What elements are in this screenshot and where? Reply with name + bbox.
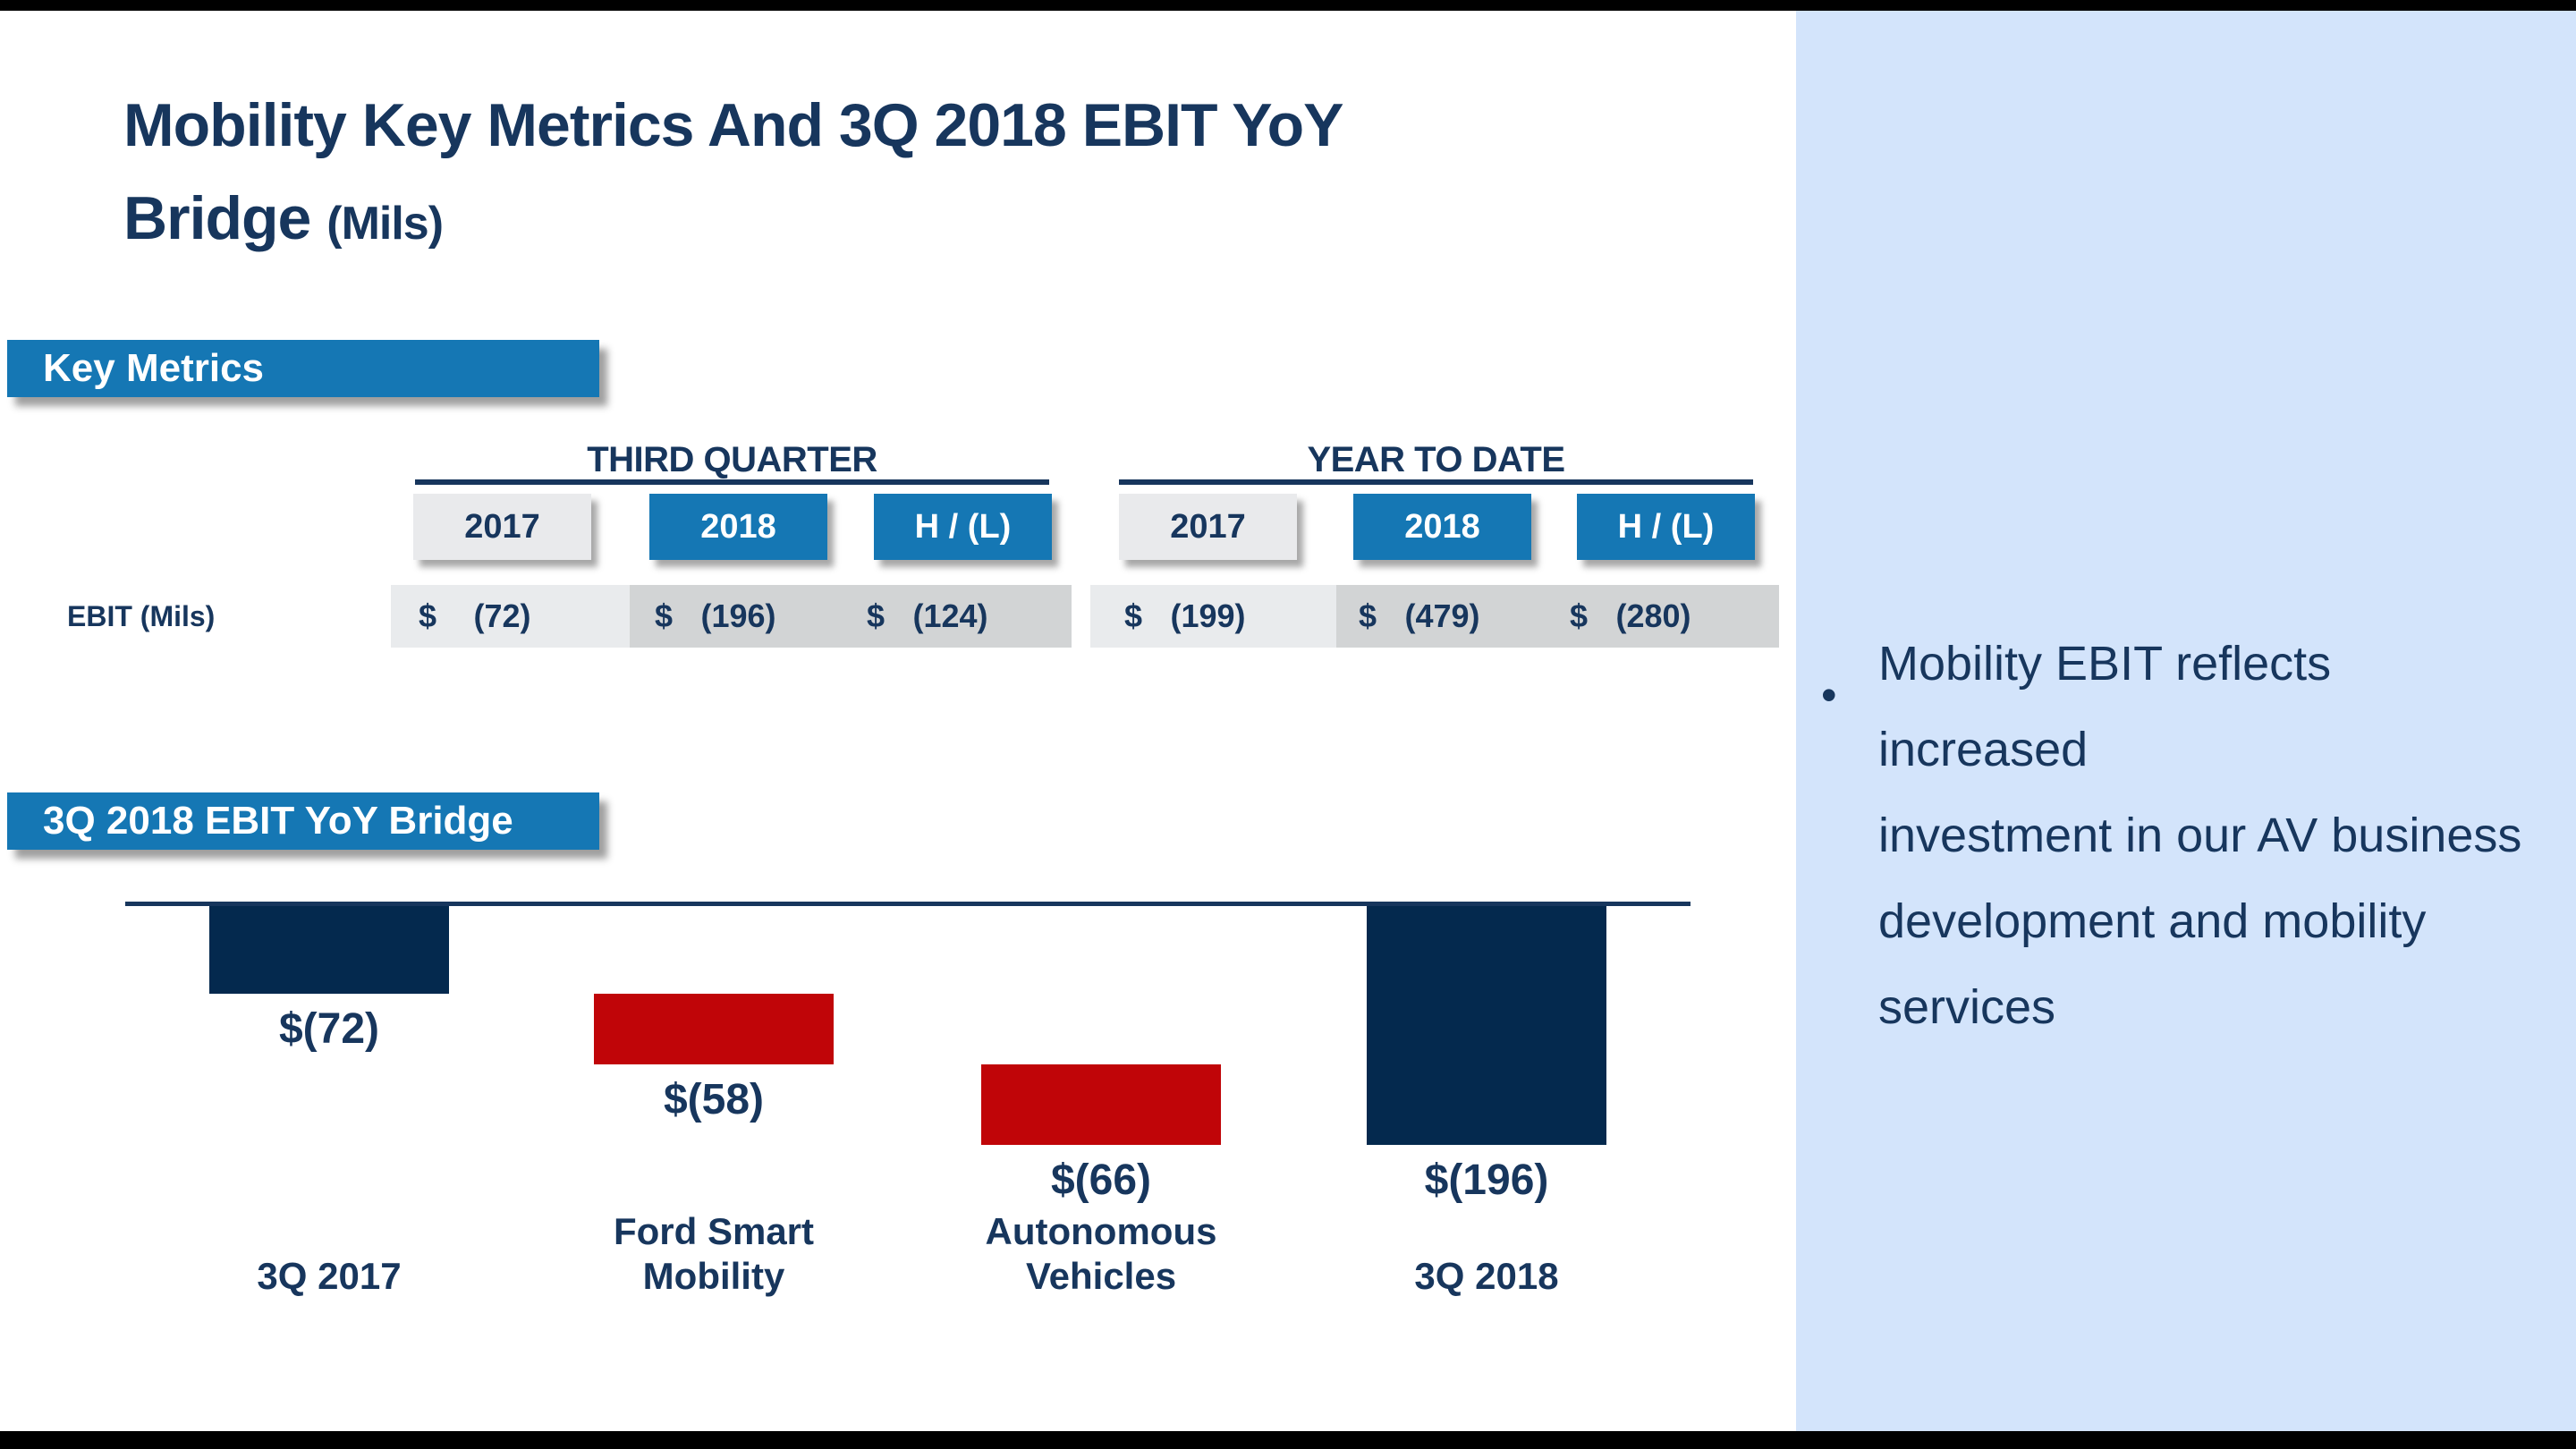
ebit-value: (72) [473, 597, 531, 634]
ebit-value: (196) [700, 597, 776, 634]
bottom-black-rule [0, 1431, 2576, 1449]
col-header-tq-2017: 2017 [413, 494, 591, 560]
ebit-cell-tq-2017: $ (72) [413, 585, 591, 648]
col-header-tq-2018: 2018 [649, 494, 827, 560]
group-header-third-quarter: THIRD QUARTER [587, 440, 877, 479]
category-label-3q-2017: 3Q 2017 [257, 1255, 402, 1297]
ebit-cell-tq-2018: $ (196) [649, 585, 827, 648]
bar-value-3q-2017: $(72) [278, 1004, 380, 1053]
col-header-ytd-2018: 2018 [1353, 494, 1531, 560]
ebit-value: (479) [1404, 597, 1480, 634]
currency-sign: $ [1124, 597, 1143, 634]
category-label-3q-2018: 3Q 2018 [1414, 1255, 1559, 1297]
ebit-row-label: EBIT (Mils) [67, 600, 216, 632]
page-title-line1: Mobility Key Metrics And 3Q 2018 EBIT Yo… [123, 91, 1343, 159]
ebit-value: (124) [912, 597, 988, 634]
col-header-ytd-2017: 2017 [1119, 494, 1297, 560]
value-strip-tq-2018-hl [630, 585, 1072, 648]
bullet-icon: • [1821, 670, 1837, 720]
currency-sign: $ [867, 597, 886, 634]
bar-value-autonomous-vehicles: $(66) [1050, 1156, 1152, 1204]
bar-3q-2018 [1367, 906, 1606, 1145]
value-strip-ytd-2017 [1090, 585, 1336, 648]
bar-ford-smart-mobility [594, 993, 834, 1064]
group-underline-third-quarter [415, 479, 1049, 485]
col-header-tq-hl: H / (L) [874, 494, 1052, 560]
page-title-unit: (Mils) [326, 198, 444, 250]
col-header-ytd-hl: H / (L) [1577, 494, 1755, 560]
ebit-cell-tq-hl: $ (124) [861, 585, 1039, 648]
top-black-rule [0, 0, 2576, 11]
waterfall-chart: $(72) $(58) $(66) $(196) [0, 902, 1789, 1282]
ebit-cell-ytd-2017: $ (199) [1119, 585, 1297, 648]
category-label-ford-smart-mobility: Ford Smart Mobility [613, 1210, 815, 1297]
bar-value-3q-2018: $(196) [1424, 1156, 1549, 1204]
ebit-cell-ytd-hl: $ (280) [1564, 585, 1742, 648]
commentary-panel: • Mobility EBIT reflects increased inves… [1796, 11, 2576, 1431]
currency-sign: $ [419, 597, 437, 634]
page-title: Mobility Key Metrics And 3Q 2018 EBIT Yo… [123, 79, 1343, 270]
commentary-bullet-text: Mobility EBIT reflects increased investm… [1878, 637, 2522, 1034]
currency-sign: $ [655, 597, 674, 634]
chart-baseline-axis [125, 902, 1690, 906]
ebit-value: (280) [1615, 597, 1691, 634]
key-metrics-banner: Key Metrics [7, 340, 599, 397]
category-label-autonomous-vehicles: Autonomous Vehicles [985, 1210, 1217, 1297]
bar-value-ford-smart-mobility: $(58) [663, 1075, 765, 1123]
bar-autonomous-vehicles [981, 1063, 1221, 1145]
ebit-cell-ytd-2018: $ (479) [1353, 585, 1531, 648]
bar-3q-2017 [209, 906, 449, 994]
group-underline-year-to-date [1119, 479, 1753, 485]
page-title-line2: Bridge (Mils) [123, 184, 444, 252]
value-strip-ytd-2018-hl [1336, 585, 1779, 648]
currency-sign: $ [1570, 597, 1589, 634]
value-strip-tq-2017 [391, 585, 630, 648]
group-header-year-to-date: YEAR TO DATE [1307, 440, 1565, 479]
currency-sign: $ [1359, 597, 1377, 634]
ebit-value: (199) [1170, 597, 1246, 634]
bridge-banner: 3Q 2018 EBIT YoY Bridge [7, 792, 599, 850]
